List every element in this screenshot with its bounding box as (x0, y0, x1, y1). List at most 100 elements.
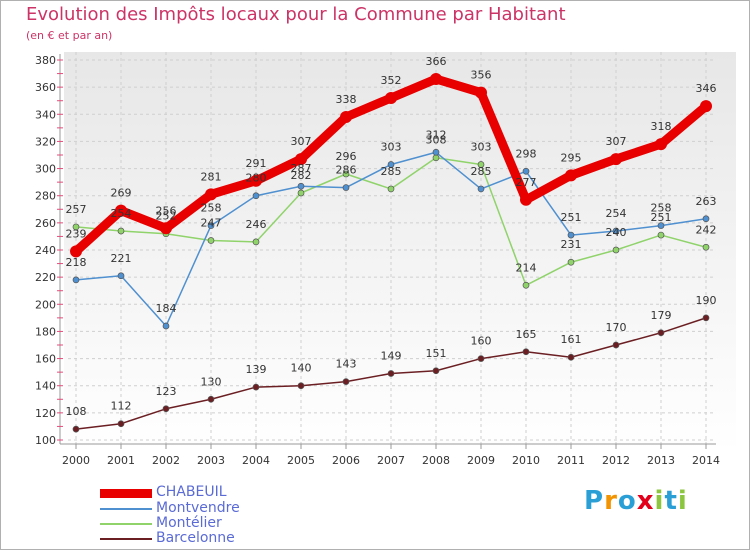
data-label: 251 (561, 211, 582, 224)
x-tick-label: 2009 (467, 454, 495, 467)
data-label: 179 (651, 309, 672, 322)
data-point (387, 185, 395, 193)
y-tick-label: 140 (35, 380, 56, 393)
y-tick-label: 380 (35, 54, 56, 67)
y-tick-label: 120 (35, 407, 56, 420)
x-tick-label: 2011 (557, 454, 585, 467)
data-point (342, 170, 350, 178)
data-label: 366 (426, 55, 447, 68)
data-label: 287 (291, 162, 312, 175)
logo-letter: P (584, 486, 605, 516)
data-point (205, 188, 217, 201)
legend-label: CHABEUIL (156, 484, 227, 500)
data-label: 143 (336, 358, 357, 371)
x-tick-label: 2000 (62, 454, 90, 467)
y-tick-label: 240 (35, 244, 56, 257)
y-tick-label: 280 (35, 190, 56, 203)
data-point (70, 245, 82, 258)
x-tick-label: 2006 (332, 454, 360, 467)
data-point (612, 341, 620, 349)
x-tick-label: 2005 (287, 454, 315, 467)
data-point (700, 100, 712, 113)
legend-label: Montvendre (156, 500, 240, 516)
data-label: 296 (336, 150, 357, 163)
data-label: 251 (651, 211, 672, 224)
y-tick-label: 200 (35, 298, 56, 311)
series-lines (70, 73, 712, 433)
data-label: 165 (516, 328, 537, 341)
data-label: 256 (156, 204, 177, 217)
data-point (477, 185, 485, 193)
data-point (207, 395, 215, 403)
data-point (252, 383, 260, 391)
y-tick-label: 340 (35, 108, 56, 121)
axes: 100 120 140 160 180 200 220 240 260 280 300 320 340 3… (35, 54, 720, 467)
data-label: 318 (651, 120, 672, 133)
data-label: 170 (606, 321, 627, 334)
y-tick-label: 160 (35, 353, 56, 366)
data-point (252, 238, 260, 246)
x-tick-label: 2001 (107, 454, 135, 467)
data-point (342, 378, 350, 385)
data-point (250, 174, 262, 187)
data-point (160, 222, 172, 235)
data-label: 282 (291, 169, 312, 182)
legend-label: Montélier (156, 515, 222, 531)
data-label: 291 (246, 157, 267, 170)
data-point (387, 370, 395, 377)
x-tick-label: 2004 (242, 454, 270, 467)
data-label: 303 (471, 141, 492, 154)
data-point (612, 227, 620, 235)
x-tick-label: 2013 (647, 454, 675, 467)
data-label: 258 (201, 202, 222, 215)
data-point (612, 246, 620, 254)
data-label: 139 (246, 363, 267, 376)
data-point (117, 420, 125, 428)
data-label: 254 (111, 207, 132, 220)
data-point (567, 353, 575, 361)
data-label: 149 (381, 350, 402, 363)
data-label: 242 (696, 223, 717, 236)
data-point (72, 223, 80, 231)
data-point (565, 169, 577, 182)
data-label: 218 (66, 256, 87, 269)
legend-swatch-montvendre (100, 508, 152, 510)
x-tick-label: 2008 (422, 454, 450, 467)
x-tick-label: 2010 (512, 454, 540, 467)
data-label: 277 (516, 176, 537, 189)
data-point (610, 153, 622, 166)
logo-letter: i (677, 486, 688, 516)
data-label: 161 (561, 333, 582, 346)
data-point (297, 182, 305, 190)
data-label: 346 (696, 82, 717, 95)
y-tick-label: 180 (35, 325, 56, 338)
data-label: 307 (606, 135, 627, 148)
data-label: 308 (426, 134, 447, 147)
data-label: 285 (471, 165, 492, 178)
logo-letter: t (664, 486, 678, 516)
data-label: 221 (111, 252, 132, 265)
data-point (477, 161, 485, 168)
data-point (117, 227, 125, 235)
x-tick-label: 2007 (377, 454, 405, 467)
data-point (387, 161, 395, 168)
data-point (72, 276, 80, 284)
data-label: 295 (561, 151, 582, 164)
data-point (702, 314, 710, 322)
legend-swatch-chabeuil (100, 489, 152, 498)
x-tick-label: 2002 (152, 454, 180, 467)
data-label: 303 (381, 141, 402, 154)
data-label: 356 (471, 69, 492, 82)
chart-subtitle: (en € et par an) (26, 29, 113, 42)
data-point (477, 355, 485, 362)
data-label: 140 (291, 362, 312, 375)
x-tick-label: 2003 (197, 454, 225, 467)
data-label: 281 (201, 170, 222, 183)
data-label: 280 (246, 172, 267, 185)
data-label: 352 (381, 74, 402, 87)
data-label: 151 (426, 347, 447, 360)
data-point (207, 222, 215, 229)
data-label: 298 (516, 147, 537, 160)
chart-title: Evolution des Impôts locaux pour la Comm… (26, 4, 566, 25)
